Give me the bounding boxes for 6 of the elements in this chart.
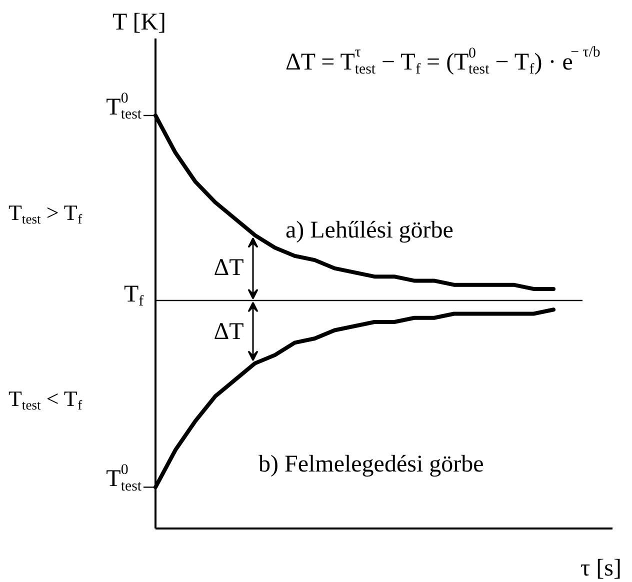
annotation: ΔT <box>214 254 244 281</box>
annotation: a) Lehűlési görbe <box>286 218 454 244</box>
y-axis-title: T [K] <box>112 10 166 36</box>
x-axis-title: τ [s] <box>580 556 622 582</box>
annotation: ΔT <box>214 318 244 345</box>
annotation: b) Felmelegedési görbe <box>258 452 484 478</box>
